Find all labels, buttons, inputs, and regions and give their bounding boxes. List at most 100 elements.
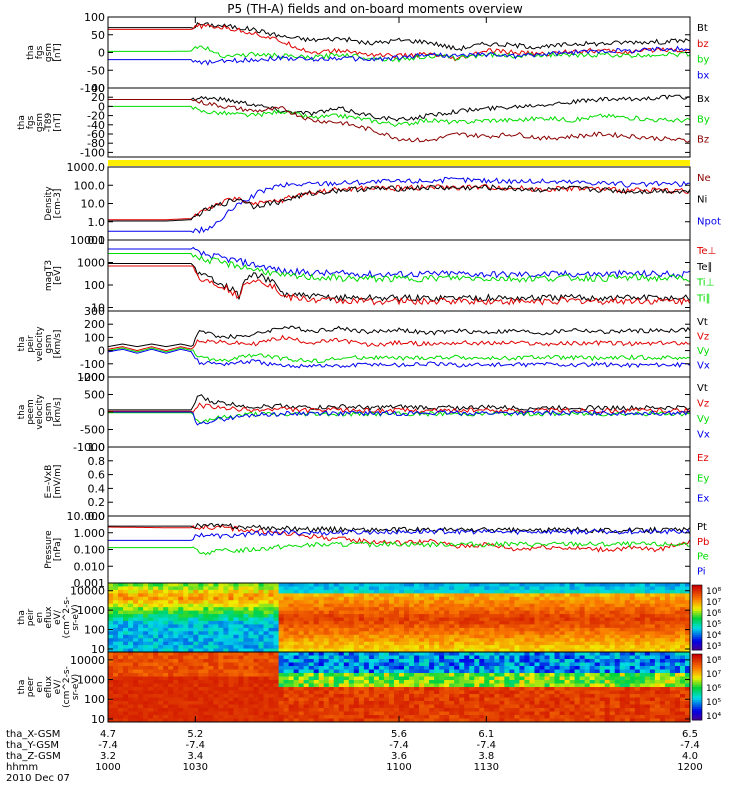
- spectrogram-cell: [353, 680, 360, 685]
- spectrogram-cell: [193, 708, 199, 713]
- spectrogram-cell: [464, 586, 470, 591]
- spectrogram-cell: [464, 631, 470, 636]
- spectrogram-cell: [554, 596, 561, 601]
- spectrogram-cell: [594, 662, 601, 667]
- spectrogram-cell: [308, 715, 315, 720]
- spectrogram-cell: [133, 666, 139, 671]
- spectrogram-cell: [268, 669, 275, 674]
- spectrogram-cell: [388, 652, 395, 657]
- spectrogram-cell: [549, 697, 556, 702]
- spectrogram-cell: [659, 624, 666, 629]
- spectrogram-cell: [203, 583, 209, 588]
- spectrogram-cell: [158, 680, 164, 685]
- colorbar-cell: [692, 606, 702, 610]
- spectrogram-cell: [378, 610, 385, 615]
- spectrogram-cell: [108, 648, 114, 652]
- spectrogram-cell: [183, 634, 189, 639]
- spectrogram-cell: [584, 718, 591, 722]
- spectrogram-cell: [258, 617, 265, 622]
- spectrogram-cell: [464, 690, 470, 695]
- spectrogram-cell: [348, 687, 355, 692]
- spectrogram-cell: [313, 607, 320, 612]
- spectrogram-cell: [419, 697, 425, 702]
- spectrogram-cell: [158, 652, 164, 657]
- spectrogram-cell: [489, 715, 495, 720]
- spectrogram-cell: [203, 711, 209, 716]
- spectrogram-cell: [419, 680, 425, 685]
- spectrogram-cell: [353, 648, 360, 652]
- spectrogram-cell: [409, 624, 415, 629]
- spectrogram-cell: [238, 676, 245, 681]
- spectrogram-cell: [594, 627, 601, 632]
- spectrogram-cell: [173, 697, 179, 702]
- spectrogram-cell: [454, 634, 460, 639]
- spectrogram-cell: [118, 583, 124, 588]
- spectrogram-cell: [499, 617, 505, 622]
- spectrogram-cell: [564, 596, 571, 601]
- spectrogram-cell: [313, 708, 320, 713]
- spectrogram-cell: [424, 648, 430, 652]
- spectrogram-cell: [218, 652, 224, 657]
- spectrogram-cell: [158, 614, 164, 619]
- spectrogram-cell: [373, 607, 380, 612]
- colorbar-cell: [692, 587, 702, 590]
- spectrogram-cell: [464, 694, 470, 699]
- spectrogram-cell: [143, 673, 149, 678]
- spectrogram-cell: [153, 676, 159, 681]
- spectrogram-cell: [168, 659, 174, 664]
- temp-legend-red: Te⊥: [696, 246, 716, 257]
- spectrogram-cell: [644, 690, 651, 695]
- spectrogram-cell: [288, 627, 295, 632]
- spectrogram-cell: [614, 680, 621, 685]
- spectrogram-cell: [434, 634, 440, 639]
- spectrogram-cell: [519, 690, 526, 695]
- spectrogram-cell: [674, 704, 681, 709]
- spectrogram-cell: [368, 715, 375, 720]
- spectrogram-cell: [388, 607, 395, 612]
- spectrogram-cell: [303, 583, 310, 588]
- spectrogram-cell: [409, 610, 415, 615]
- spectrogram-cell: [639, 624, 646, 629]
- spectrogram-cell: [293, 687, 300, 692]
- spectrogram-cell: [609, 596, 616, 601]
- spectrogram-cell: [248, 641, 255, 646]
- spectrogram-cell: [348, 701, 355, 706]
- spectrogram-cell: [123, 687, 129, 692]
- spectrogram-cell: [238, 673, 245, 678]
- spectrogram-cell: [383, 697, 390, 702]
- spectrogram-cell: [158, 634, 164, 639]
- spectrogram-cell: [173, 659, 179, 664]
- spectrogram-cell: [524, 662, 531, 667]
- spectrogram-cell: [293, 662, 300, 667]
- spectrogram-cell: [499, 610, 505, 615]
- spectrogram-cell: [383, 586, 390, 591]
- spectrogram-cell: [123, 669, 129, 674]
- spectrogram-cell: [393, 676, 400, 681]
- spectrogram-cell: [363, 593, 370, 598]
- colorbar-cell: [692, 717, 702, 721]
- spectrogram-cell: [409, 652, 415, 657]
- spectrogram-cell: [233, 673, 240, 678]
- spectrogram-cell: [308, 627, 315, 632]
- spectrogram-cell: [634, 648, 641, 652]
- spectrogram-cell: [268, 711, 275, 716]
- spectrogram-cell: [368, 697, 375, 702]
- spectrogram-cell: [368, 648, 375, 652]
- spectrogram-cell: [524, 683, 531, 688]
- spectrogram-cell: [308, 641, 315, 646]
- fgs2-ylabel: [nT]: [53, 113, 63, 131]
- spectrogram-cell: [168, 627, 174, 632]
- spectrogram-cell: [609, 652, 616, 657]
- spectrogram-cell: [158, 655, 164, 660]
- spectrogram-cell: [308, 607, 315, 612]
- spectrogram-cell: [404, 697, 410, 702]
- spectrogram-cell: [148, 638, 154, 643]
- spectrogram-cell: [664, 690, 671, 695]
- spectrogram-cell: [474, 596, 480, 601]
- spectrogram-cell: [203, 641, 209, 646]
- spectrogram-cell: [308, 704, 315, 709]
- spectrogram-cell: [253, 593, 260, 598]
- spectrogram-cell: [318, 620, 325, 625]
- spectrogram-cell: [674, 687, 681, 692]
- spectrogram-cell: [333, 697, 340, 702]
